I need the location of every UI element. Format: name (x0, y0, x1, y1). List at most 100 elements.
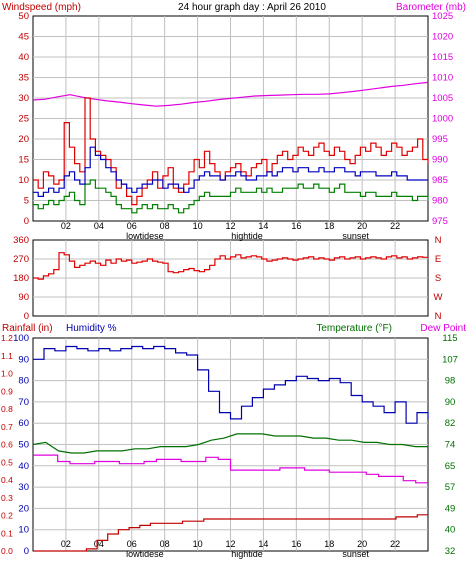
baro-tick-label: 1010 (432, 73, 453, 84)
humidity-line (33, 345, 429, 424)
event-label: sunset (342, 231, 369, 241)
rain-tick-label: 0.1 (1, 528, 13, 538)
x-tick-label: 16 (291, 539, 301, 549)
rain-tick-label: 1.2 (1, 333, 13, 343)
direction-tick-label: 270 (13, 254, 29, 265)
temp-tick-label: 74 (445, 440, 456, 451)
compass-label: N (435, 311, 442, 322)
direction-tick-label: 360 (13, 235, 29, 246)
compass-label: E (435, 254, 441, 265)
baro-axis-label: Barometer (mb) (396, 2, 466, 13)
x-tick-label: 12 (225, 221, 235, 231)
temp-tick-label: 98 (445, 376, 456, 387)
wind-tick-label: 5 (24, 196, 29, 207)
x-tick-label: 08 (160, 221, 170, 231)
average-line (33, 146, 428, 197)
wind-axis-label: Windspeed (mph) (2, 2, 81, 13)
humidity-axis-label: Humidity % (66, 323, 117, 334)
baro-tick-label: 995 (432, 134, 448, 145)
rain-tick-label: 1.0 (1, 369, 13, 379)
x-tick-label: 02 (61, 221, 71, 231)
x-tick-label: 18 (324, 539, 334, 549)
rain-tick-label: 0.3 (1, 493, 13, 503)
chart-title: 24 hour graph day : April 26 2010 (178, 2, 326, 13)
wind-tick-label: 15 (18, 155, 29, 166)
humidity-tick-label: 10 (18, 525, 29, 536)
humidity-tick-label: 90 (18, 354, 29, 365)
rain-tick-label: 0.4 (1, 475, 13, 485)
baro-tick-label: 1020 (432, 32, 453, 43)
temp-tick-label: 49 (445, 503, 456, 514)
x-tick-label: 18 (324, 221, 334, 231)
rain-tick-label: 0.0 (1, 546, 13, 556)
x-tick-label: 10 (193, 539, 203, 549)
temp-tick-label: 90 (445, 397, 456, 408)
event-label: sunset (342, 549, 369, 559)
barometer-line (32, 81, 429, 107)
x-tick-label: 06 (127, 221, 137, 231)
temp-tick-label: 115 (442, 333, 457, 344)
temp-tick-label: 65 (445, 461, 456, 472)
wind-tick-label: 50 (18, 11, 29, 22)
wind-tick-label: 20 (18, 134, 29, 145)
dewpoint-line (33, 454, 428, 484)
rain-tick-label: 0.6 (1, 440, 13, 450)
x-tick-label: 20 (357, 539, 367, 549)
baro-tick-label: 1005 (432, 93, 453, 104)
baro-tick-label: 1025 (432, 11, 453, 22)
direction-line (33, 252, 429, 280)
rain-axis-label: Rainfall (in) (2, 323, 53, 334)
wind-tick-label: 45 (18, 32, 29, 43)
temp-tick-label: 40 (445, 525, 456, 536)
x-tick-label: 20 (357, 221, 367, 231)
x-tick-label: 16 (291, 221, 301, 231)
baro-tick-label: 1015 (432, 52, 453, 63)
rainfall-line (33, 514, 428, 552)
humidity-tick-label: 80 (18, 376, 29, 387)
humidity-tick-label: 30 (18, 482, 29, 493)
humidity-tick-label: 40 (18, 461, 29, 472)
compass-label: W (434, 292, 443, 303)
rain-tick-label: 0.5 (1, 457, 13, 467)
rain-tick-label: 0.8 (1, 404, 13, 414)
x-tick-label: 02 (61, 539, 71, 549)
wind-tick-label: 40 (18, 52, 29, 63)
humidity-tick-label: 20 (18, 503, 29, 514)
green-line (33, 179, 429, 214)
rain-tick-label: 0.2 (1, 511, 13, 521)
x-tick-label: 22 (390, 221, 400, 231)
event-label: lowtidese (126, 549, 164, 559)
temp-axis-label: Temperature (°F) (316, 323, 392, 334)
humidity-tick-label: 0 (24, 546, 29, 557)
wind-tick-label: 35 (18, 73, 29, 84)
x-tick-label: 04 (94, 221, 104, 231)
x-tick-label: 14 (258, 221, 268, 231)
x-tick-label: 06 (127, 539, 137, 549)
wind-tick-label: 10 (18, 175, 29, 186)
direction-tick-label: 90 (18, 292, 29, 303)
compass-label: N (435, 235, 442, 246)
rain-tick-label: 0.7 (1, 422, 13, 432)
x-tick-label: 10 (193, 221, 203, 231)
humidity-tick-label: 70 (18, 397, 29, 408)
temp-tick-label: 107 (442, 354, 458, 365)
humidity-tick-label: 60 (18, 418, 29, 429)
x-tick-label: 12 (225, 539, 235, 549)
x-tick-label: 08 (160, 539, 170, 549)
humidity-tick-label: 100 (13, 333, 29, 344)
event-label: hightide (231, 231, 263, 241)
x-tick-label: 14 (258, 539, 268, 549)
event-label: hightide (231, 549, 263, 559)
baro-tick-label: 1000 (432, 114, 453, 125)
baro-tick-label: 975 (432, 216, 448, 227)
x-tick-label: 22 (390, 539, 400, 549)
compass-label: S (435, 273, 441, 284)
event-label: lowtidese (126, 231, 164, 241)
temp-tick-label: 32 (445, 546, 456, 557)
wind-tick-label: 0 (24, 216, 29, 227)
direction-tick-label: 0 (24, 311, 29, 322)
humidity-tick-label: 50 (18, 440, 29, 451)
baro-tick-label: 990 (432, 155, 448, 166)
